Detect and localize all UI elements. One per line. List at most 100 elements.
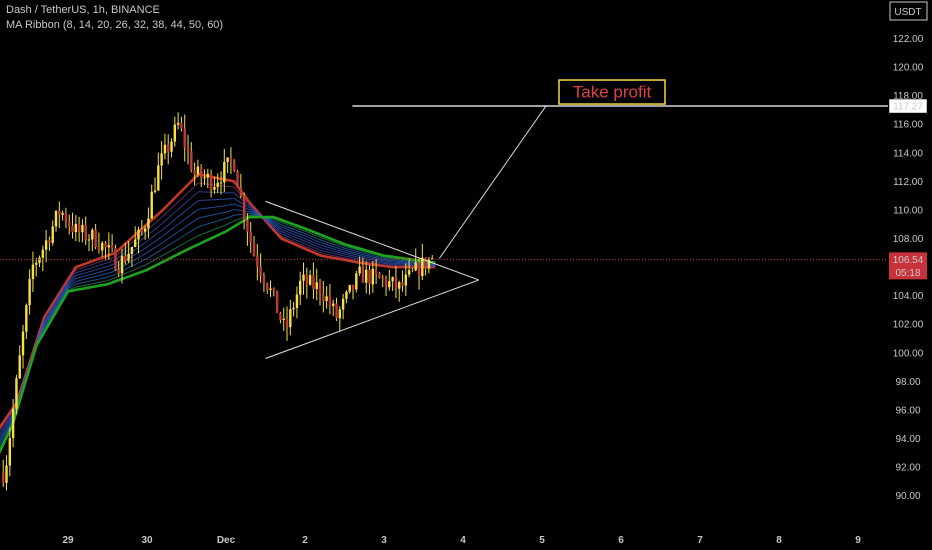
candle-body — [417, 262, 421, 277]
x-tick-label: 8 — [776, 535, 782, 546]
candle-body — [414, 262, 417, 271]
candle-body — [31, 264, 35, 280]
candle-body — [200, 166, 203, 178]
candle-body — [81, 224, 84, 233]
candle-body — [107, 245, 111, 248]
candle-body — [170, 141, 173, 152]
candle-body — [401, 282, 404, 286]
candle-body — [424, 257, 427, 269]
candle-body — [226, 157, 229, 162]
currency-badge-label: USDT — [894, 7, 921, 18]
candle-body — [130, 247, 134, 254]
x-tick-label: 30 — [141, 535, 153, 546]
candle-body — [74, 223, 78, 233]
candle-body — [41, 249, 45, 258]
triangle-lower-line[interactable] — [265, 279, 479, 360]
candle-body — [51, 226, 54, 243]
candle-body — [114, 248, 117, 270]
current-price-tag — [889, 252, 927, 280]
candle-body — [252, 241, 256, 256]
candle-body — [279, 313, 282, 321]
candle-body — [381, 278, 384, 280]
projection-line[interactable] — [438, 105, 547, 259]
candle-countdown-label: 05:18 — [895, 268, 920, 279]
candle-body — [242, 195, 246, 220]
candle-body — [193, 170, 196, 175]
candle-body — [8, 438, 12, 466]
candle-body — [71, 225, 74, 233]
currency-badge — [889, 1, 928, 21]
candle-body — [120, 255, 124, 274]
take-profit-label-box[interactable] — [558, 79, 666, 105]
candle-body — [259, 266, 262, 276]
y-tick-label: 96.00 — [895, 405, 920, 416]
y-tick-label: 98.00 — [895, 377, 920, 388]
candle-body — [101, 242, 104, 251]
candle-body — [407, 270, 411, 275]
candle-body — [186, 147, 190, 152]
candle-body — [312, 275, 315, 289]
candle-body — [374, 268, 378, 274]
candle-body — [299, 280, 302, 295]
x-tick-label: 9 — [855, 535, 861, 546]
y-tick-label: 102.00 — [893, 320, 924, 331]
candle-body — [150, 191, 153, 219]
candle-body — [427, 259, 431, 269]
candle-body — [262, 275, 266, 284]
candle-body — [94, 229, 97, 247]
candle-body — [272, 288, 276, 291]
ma-ribbon-line — [0, 203, 436, 441]
candle-body — [335, 303, 338, 319]
take-profit-price-label: 117.27 — [893, 102, 923, 113]
candle-body — [289, 309, 292, 328]
triangle-upper-line[interactable] — [265, 200, 479, 281]
candle-body — [391, 277, 394, 282]
candle-body — [180, 122, 183, 129]
candle-body — [269, 288, 272, 291]
candle-body — [97, 246, 101, 251]
candle-body — [246, 219, 249, 232]
y-tick-label: 104.00 — [893, 291, 924, 302]
candle-body — [137, 229, 140, 240]
candle-body — [11, 408, 15, 439]
candle-body — [305, 274, 309, 285]
candle-body — [206, 173, 210, 178]
candle-body — [147, 218, 150, 229]
candle-body — [239, 187, 243, 196]
y-tick-label: 108.00 — [893, 234, 924, 245]
candle-body — [394, 277, 398, 289]
candle-body — [117, 269, 120, 274]
candle-body — [38, 257, 41, 263]
chart-legend: Dash / TetherUS, 1h, BINANCE MA Ribbon (… — [6, 3, 223, 33]
candle-body — [190, 151, 193, 171]
candle-body — [160, 153, 163, 166]
candle-body — [48, 240, 51, 243]
candle-body — [233, 161, 236, 171]
candle-body — [110, 245, 114, 249]
candle-body — [355, 273, 358, 290]
candle-body — [266, 283, 269, 291]
x-tick-label: Dec — [217, 535, 236, 546]
take-profit-label: Take profit — [573, 83, 652, 102]
candle-body — [5, 465, 8, 483]
candle-body — [351, 284, 355, 290]
candle-body — [18, 355, 21, 379]
candle-body — [315, 282, 318, 289]
candle-body — [295, 294, 299, 308]
candle-body — [345, 291, 348, 299]
candle-body — [236, 170, 239, 188]
candle-body — [348, 284, 351, 292]
y-tick-label: 122.00 — [893, 34, 924, 45]
candle-body — [256, 255, 259, 267]
candle-body — [365, 269, 368, 283]
candle-body — [421, 257, 424, 277]
candle-body — [77, 223, 81, 233]
candle-body — [104, 242, 107, 248]
candle-body — [325, 296, 328, 301]
candle-body — [358, 266, 361, 274]
candle-body — [127, 253, 130, 262]
candle-body — [157, 165, 160, 191]
candle-body — [176, 122, 180, 125]
candle-body — [213, 186, 216, 190]
